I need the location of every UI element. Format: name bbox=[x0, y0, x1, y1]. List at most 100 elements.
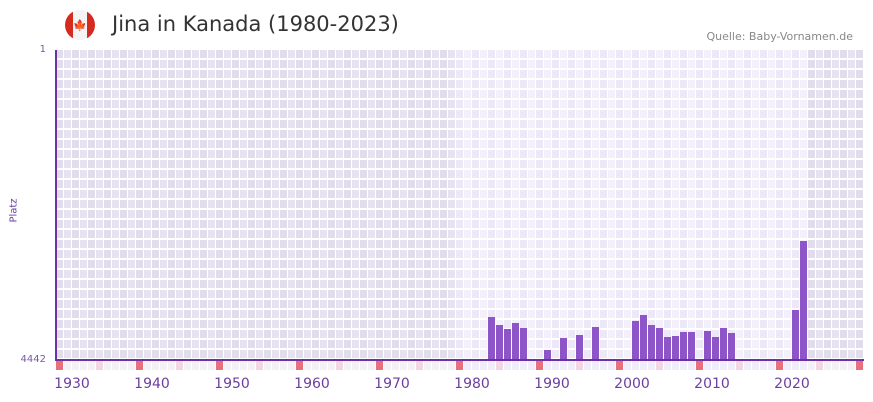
x-tick-label: 1990 bbox=[534, 376, 570, 392]
bar-1991[interactable] bbox=[560, 338, 567, 360]
grid-column bbox=[736, 50, 743, 360]
grid-column bbox=[824, 50, 831, 360]
bar-2003[interactable] bbox=[656, 328, 663, 360]
year-marker bbox=[784, 361, 791, 370]
grid-column bbox=[696, 50, 703, 360]
bar-2010[interactable] bbox=[712, 337, 719, 360]
grid-column bbox=[336, 50, 343, 360]
year-marker bbox=[496, 361, 503, 370]
year-marker bbox=[544, 361, 551, 370]
year-marker bbox=[248, 361, 255, 370]
grid-column bbox=[344, 50, 351, 360]
grid-column bbox=[96, 50, 103, 360]
grid-column bbox=[88, 50, 95, 360]
grid-column bbox=[160, 50, 167, 360]
grid-column bbox=[224, 50, 231, 360]
x-tick-label: 1960 bbox=[294, 376, 330, 392]
year-marker bbox=[832, 361, 839, 370]
x-tick-label: 2010 bbox=[694, 376, 730, 392]
bar-2004[interactable] bbox=[664, 337, 671, 360]
grid-column bbox=[768, 50, 775, 360]
year-marker bbox=[304, 361, 311, 370]
bar-2005[interactable] bbox=[672, 335, 679, 360]
year-marker bbox=[144, 361, 151, 370]
year-marker bbox=[656, 361, 663, 370]
grid-column bbox=[264, 50, 271, 360]
bar-1986[interactable] bbox=[520, 328, 527, 360]
year-marker bbox=[584, 361, 591, 370]
year-marker bbox=[240, 361, 247, 370]
year-marker bbox=[264, 361, 271, 370]
bar-2011[interactable] bbox=[720, 328, 727, 360]
year-marker bbox=[344, 361, 351, 370]
bar-1984[interactable] bbox=[504, 329, 511, 360]
year-marker bbox=[424, 361, 431, 370]
year-marker bbox=[624, 361, 631, 370]
year-marker bbox=[88, 361, 95, 370]
year-marker bbox=[272, 361, 279, 370]
bar-1983[interactable] bbox=[496, 325, 503, 360]
bar-2007[interactable] bbox=[688, 332, 695, 360]
grid-column bbox=[56, 50, 63, 360]
grid-column bbox=[376, 50, 383, 360]
year-marker bbox=[392, 361, 399, 370]
grid-column bbox=[168, 50, 175, 360]
year-marker bbox=[472, 361, 479, 370]
bar-1989[interactable] bbox=[544, 350, 551, 360]
grid-column bbox=[232, 50, 239, 360]
grid-column bbox=[416, 50, 423, 360]
grid-column bbox=[816, 50, 823, 360]
year-marker bbox=[224, 361, 231, 370]
y-axis-label: Platz bbox=[8, 198, 20, 223]
year-marker bbox=[632, 361, 639, 370]
year-marker bbox=[592, 361, 599, 370]
year-marker bbox=[64, 361, 71, 370]
grid-column bbox=[720, 50, 727, 360]
grid-column bbox=[752, 50, 759, 360]
grid-column bbox=[800, 50, 807, 360]
year-marker bbox=[488, 361, 495, 370]
bar-2001[interactable] bbox=[640, 314, 647, 360]
year-marker bbox=[376, 361, 383, 370]
bar-1993[interactable] bbox=[576, 335, 583, 360]
grid-column bbox=[584, 50, 591, 360]
year-marker bbox=[512, 361, 519, 370]
year-marker bbox=[640, 361, 647, 370]
grid-column bbox=[856, 50, 863, 360]
grid-column bbox=[64, 50, 71, 360]
bar-2012[interactable] bbox=[728, 332, 735, 360]
year-marker bbox=[704, 361, 711, 370]
grid-column bbox=[368, 50, 375, 360]
grid-column bbox=[528, 50, 535, 360]
plot-area bbox=[56, 50, 864, 360]
year-marker bbox=[688, 361, 695, 370]
year-marker bbox=[568, 361, 575, 370]
bar-1982[interactable] bbox=[488, 317, 495, 360]
grid-column bbox=[128, 50, 135, 360]
grid-column bbox=[656, 50, 663, 360]
year-marker bbox=[744, 361, 751, 370]
bar-2002[interactable] bbox=[648, 325, 655, 360]
grid-column bbox=[240, 50, 247, 360]
year-marker bbox=[456, 361, 463, 370]
grid-column bbox=[80, 50, 87, 360]
year-marker bbox=[520, 361, 527, 370]
year-marker bbox=[400, 361, 407, 370]
source-link[interactable]: Quelle: Baby-Vornamen.de bbox=[706, 30, 853, 43]
bar-2009[interactable] bbox=[704, 331, 711, 360]
year-marker bbox=[176, 361, 183, 370]
year-marker bbox=[848, 361, 855, 370]
bar-2000[interactable] bbox=[632, 320, 639, 360]
year-marker bbox=[208, 361, 215, 370]
grid-column bbox=[424, 50, 431, 360]
bar-2006[interactable] bbox=[680, 332, 687, 360]
grid-column bbox=[432, 50, 439, 360]
bar-2021[interactable] bbox=[800, 240, 807, 360]
grid-column bbox=[400, 50, 407, 360]
grid-column bbox=[792, 50, 799, 360]
x-tick-label: 1980 bbox=[454, 376, 490, 392]
bar-2020[interactable] bbox=[792, 310, 799, 360]
year-marker bbox=[192, 361, 199, 370]
bar-1995[interactable] bbox=[592, 326, 599, 360]
bar-1985[interactable] bbox=[512, 323, 519, 360]
